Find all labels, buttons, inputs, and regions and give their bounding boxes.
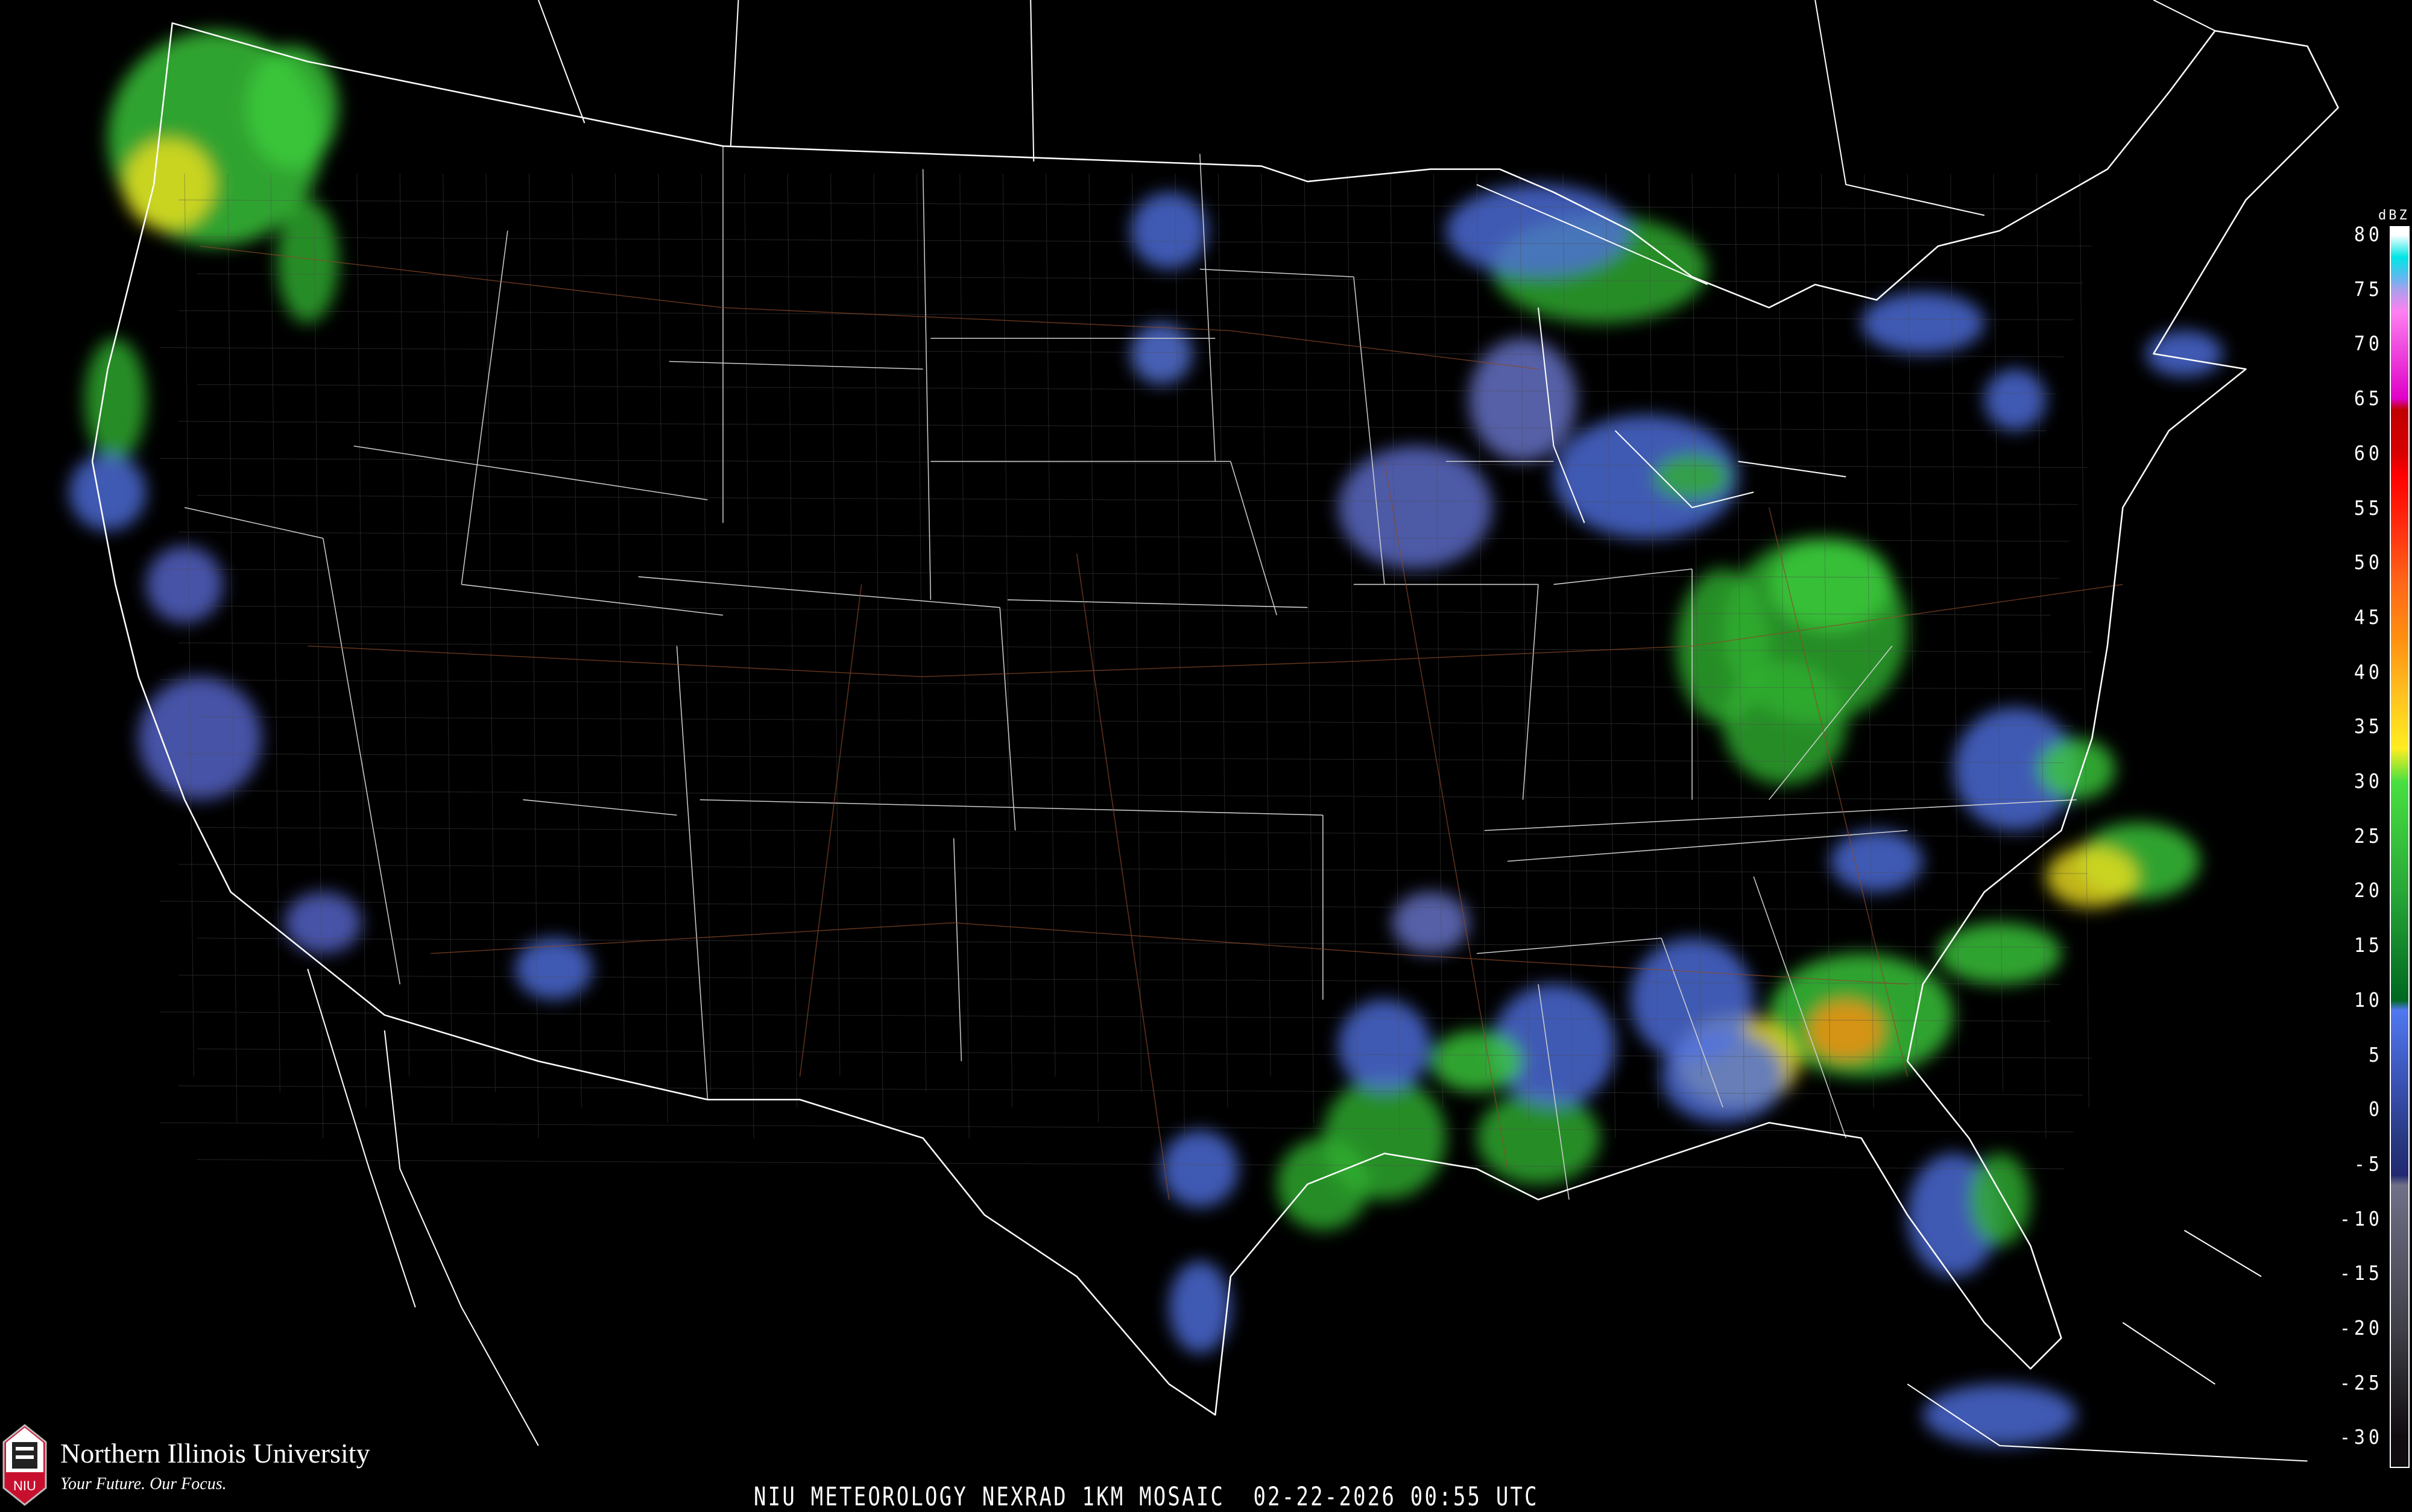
- lakes-and-coasts: [307, 0, 2308, 1462]
- legend-label: -5: [2354, 1153, 2383, 1176]
- radar-echo: [1430, 1030, 1523, 1092]
- legend-label: 50: [2354, 551, 2383, 575]
- radar-echo: [1769, 538, 1892, 631]
- radar-echo: [284, 892, 362, 954]
- radar-echo: [1653, 453, 1731, 500]
- radar-echo: [515, 938, 593, 1000]
- radar-echoes: [69, 31, 2223, 1446]
- radar-echo: [277, 200, 339, 323]
- state-borders: [184, 146, 2077, 1200]
- legend-label: 60: [2354, 442, 2383, 465]
- legend-label: 45: [2354, 606, 2383, 629]
- radar-echo: [1277, 1138, 1369, 1230]
- radar-echo: [1984, 369, 2046, 431]
- legend-label: -20: [2339, 1317, 2383, 1340]
- legend-label: 75: [2354, 277, 2383, 301]
- legend-label: 0: [2368, 1098, 2383, 1121]
- legend-label: 25: [2354, 824, 2383, 848]
- county-lines: [160, 174, 2092, 1170]
- radar-echo: [1922, 1384, 2077, 1446]
- roads: [200, 245, 2123, 1200]
- legend-label: -10: [2339, 1207, 2383, 1231]
- niu-logo: NIU Northern Illinois University Your Fu…: [0, 1424, 434, 1506]
- radar-echo: [1445, 184, 1631, 277]
- legend-unit: dBZ: [2378, 208, 2410, 223]
- radar-echo: [84, 338, 147, 462]
- radar-echo: [1130, 323, 1193, 385]
- radar-echo: [138, 676, 262, 800]
- map-title: NIU METEOROLOGY NEXRAD 1KM MOSAIC 02-22-…: [754, 1482, 1539, 1512]
- radar-echo: [1953, 707, 2077, 831]
- radar-echo: [146, 546, 223, 623]
- niu-mark-text: NIU: [13, 1478, 36, 1493]
- legend-label: 15: [2354, 934, 2383, 957]
- legend-label: 55: [2354, 496, 2383, 520]
- radar-echo: [2045, 846, 2138, 908]
- niu-shield-icon: NIU: [2, 1424, 47, 1506]
- radar-echo: [1338, 446, 1492, 569]
- legend-label: 10: [2354, 989, 2383, 1012]
- legend-label: -25: [2339, 1371, 2383, 1395]
- legend-label: 40: [2354, 660, 2383, 684]
- radar-echo: [69, 453, 147, 531]
- radar-echo: [2038, 738, 2115, 800]
- university-tagline: Your Future. Our Focus.: [60, 1475, 227, 1493]
- radar-echo: [246, 46, 339, 169]
- university-name: Northern Illinois University: [60, 1438, 370, 1469]
- radar-echo: [1807, 1000, 1884, 1062]
- radar-echo: [1830, 830, 1923, 892]
- radar-echo: [1969, 1153, 2031, 1246]
- radar-echo: [1938, 922, 2062, 984]
- legend-label: 35: [2354, 715, 2383, 739]
- radar-echo: [1392, 892, 1470, 954]
- radar-echo: [1130, 192, 1208, 269]
- radar-echo: [1676, 569, 1769, 723]
- radar-echo: [1631, 938, 1754, 1062]
- radar-echo: [1861, 292, 1984, 354]
- radar-echo: [123, 138, 216, 231]
- radar-echo: [1476, 1092, 1600, 1185]
- legend-label: -15: [2339, 1262, 2383, 1286]
- legend-label: 5: [2368, 1043, 2383, 1067]
- radar-echo: [1492, 984, 1615, 1107]
- county-grid: [160, 174, 2092, 1170]
- radar-echo: [1161, 1130, 1239, 1208]
- radar-echo: [2145, 330, 2223, 377]
- legend-label: 20: [2354, 879, 2383, 903]
- us-border: [91, 22, 2339, 1416]
- legend-label: 70: [2354, 332, 2383, 356]
- radar-echo: [1469, 338, 1577, 462]
- radar-echo: [1338, 1000, 1431, 1092]
- legend-label: -30: [2339, 1426, 2383, 1450]
- legend-label: 65: [2354, 387, 2383, 411]
- legend-label: 30: [2354, 770, 2383, 793]
- color-scale-bar: [2390, 226, 2410, 1468]
- legend-label: 80: [2354, 223, 2383, 247]
- radar-echo: [1169, 1261, 1231, 1353]
